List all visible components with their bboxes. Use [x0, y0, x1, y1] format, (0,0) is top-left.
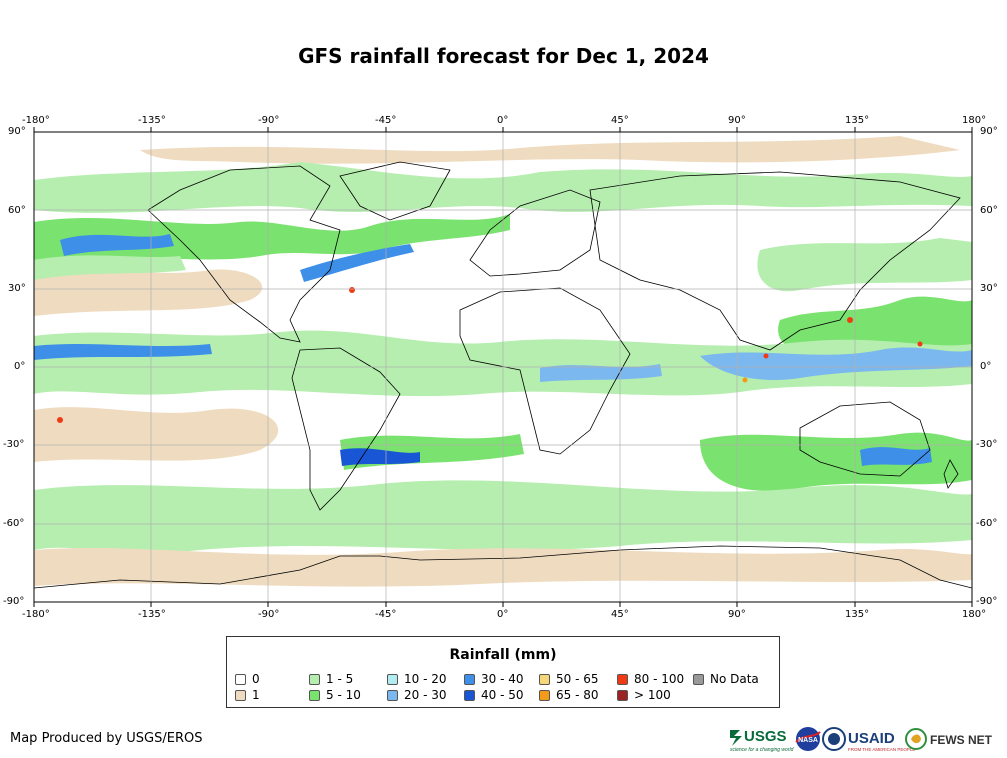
- legend-title: Rainfall (mm): [449, 647, 557, 663]
- graticule: [34, 132, 972, 602]
- lat-label-left: -90°: [3, 596, 25, 607]
- legend-swatch: [539, 689, 550, 701]
- lon-label-bottom: 90°: [728, 609, 746, 620]
- lon-label-bottom: -90°: [258, 609, 280, 620]
- lon-label-top: 180°: [962, 115, 987, 126]
- credit-text: Map Produced by USGS/EROS: [10, 731, 203, 746]
- legend-item: 65 - 80: [539, 688, 599, 702]
- rainfall-map: -180° -135° -90° -45° 0° 45° 90° 135° 18…: [0, 110, 1007, 630]
- usgs-wordmark: USGS: [744, 728, 787, 745]
- legend-item: 20 - 30: [387, 688, 447, 702]
- legend-swatch: [539, 673, 550, 685]
- usaid-logo: USAID FROM THE AMERICAN PEOPLE: [822, 727, 915, 752]
- lon-label-bottom: -180°: [22, 609, 50, 620]
- lon-label-top: -180°: [22, 115, 50, 126]
- legend-swatch: [387, 673, 398, 685]
- usgs-tagline: science for a changing world: [730, 747, 794, 753]
- fewsnet-logo: FEWS NET: [905, 728, 993, 750]
- map-title: GFS rainfall forecast for Dec 1, 2024: [298, 44, 709, 68]
- map-canvas: [33, 127, 973, 607]
- fewsnet-wordmark: FEWS NET: [930, 733, 993, 747]
- legend-item: 30 - 40: [464, 672, 524, 686]
- lat-label-right: 30°: [980, 283, 998, 294]
- lon-label-bottom: 180°: [962, 609, 987, 620]
- legend-swatch: [235, 689, 246, 701]
- lon-label-bottom: -45°: [375, 609, 397, 620]
- lon-label-bottom: 135°: [845, 609, 870, 620]
- lat-label-left: 90°: [8, 126, 26, 137]
- continent-outlines: [34, 161, 972, 589]
- legend-swatch: [235, 673, 246, 685]
- lat-label-left: 30°: [8, 283, 26, 294]
- lat-label-left: 60°: [8, 205, 26, 216]
- legend-swatch: [309, 673, 320, 685]
- lat-label-right: -90°: [976, 596, 998, 607]
- lat-label-left: 0°: [14, 361, 26, 372]
- legend-swatch: [617, 673, 628, 685]
- lon-label-bottom: -135°: [138, 609, 166, 620]
- legend-swatch: [464, 689, 475, 701]
- lat-label-right: 90°: [980, 126, 998, 137]
- lat-label-right: 60°: [980, 205, 998, 216]
- lon-label-top: 0°: [497, 115, 509, 126]
- legend-item: 50 - 65: [539, 672, 599, 686]
- nasa-logo: NASA: [795, 727, 821, 751]
- legend-item: No Data: [693, 672, 759, 686]
- usaid-tagline: FROM THE AMERICAN PEOPLE: [848, 747, 915, 752]
- legend-item: 5 - 10: [309, 688, 361, 702]
- nasa-wordmark: NASA: [798, 737, 818, 744]
- lon-label-bottom: 0°: [497, 609, 509, 620]
- partner-logos: USGS science for a changing world NASA U…: [728, 724, 1000, 754]
- legend-swatch: [309, 689, 320, 701]
- lon-label-top: 45°: [611, 115, 629, 126]
- lat-label-left: -60°: [3, 518, 25, 529]
- legend-item: 40 - 50: [464, 688, 524, 702]
- legend-item: 1: [235, 688, 260, 702]
- lon-label-top: -135°: [138, 115, 166, 126]
- lon-label-top: 90°: [728, 115, 746, 126]
- lon-label-top: 135°: [845, 115, 870, 126]
- legend-swatch: [464, 673, 475, 685]
- lat-label-right: -30°: [976, 439, 998, 450]
- legend-swatch: [387, 689, 398, 701]
- lon-label-top: -45°: [375, 115, 397, 126]
- usgs-logo: USGS science for a changing world: [730, 728, 794, 753]
- lon-label-top: -90°: [258, 115, 280, 126]
- legend-item: 0: [235, 672, 260, 686]
- legend-item: 80 - 100: [617, 672, 684, 686]
- lon-label-bottom: 45°: [611, 609, 629, 620]
- lat-label-right: -60°: [976, 518, 998, 529]
- legend-swatch: [693, 673, 704, 685]
- legend-item: 1 - 5: [309, 672, 353, 686]
- legend-swatch: [617, 689, 628, 701]
- lat-label-left: -30°: [3, 439, 25, 450]
- legend-item: 10 - 20: [387, 672, 447, 686]
- usaid-wordmark: USAID: [848, 730, 895, 747]
- legend-item: > 100: [617, 688, 671, 702]
- lat-label-right: 0°: [980, 361, 992, 372]
- legend: Rainfall (mm) 0 1 1 - 5 5 - 10 10 - 20 2…: [226, 636, 780, 708]
